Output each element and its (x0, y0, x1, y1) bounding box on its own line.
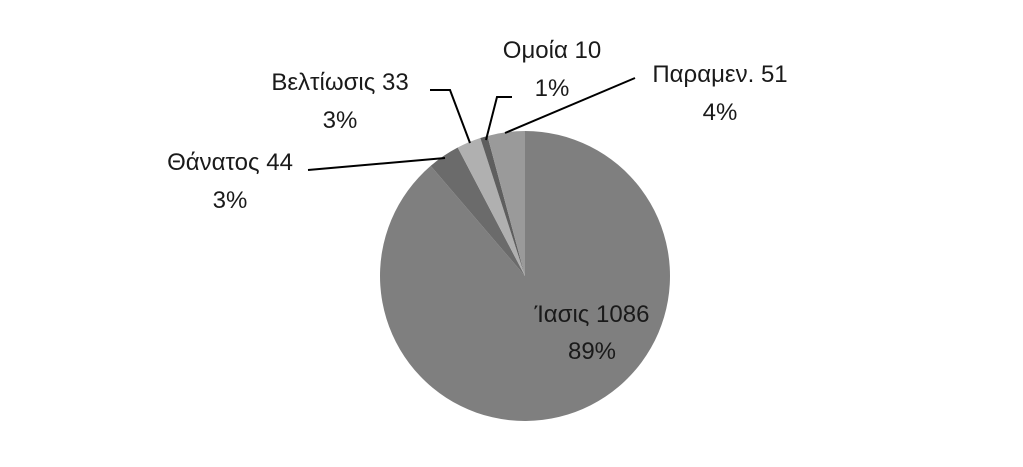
pie-slices (380, 131, 671, 422)
pie-slice-3 (457, 138, 525, 276)
data-label-value-3: Βελτίωσις 33 (271, 69, 408, 96)
pie-slice-4 (480, 135, 525, 276)
leader-line-5 (504, 77, 636, 134)
pie-slice-5 (487, 131, 525, 276)
pie-slice-1 (380, 131, 671, 422)
leader-line-4 (485, 96, 512, 141)
data-label-value-2: Θάνατος 44 (167, 149, 293, 176)
data-labels: Ίασις 1086 89% Θάνατος 44 3% Βελτίωσις 33 3% Ο… (167, 37, 788, 365)
data-label-value-4: Ομοία 10 (503, 37, 601, 64)
leader-line-2 (307, 157, 446, 171)
pie-slice-2 (430, 147, 525, 276)
leader-lines (307, 77, 636, 171)
leader-line-3 (430, 89, 471, 144)
data-label-percent-2: 3% (213, 187, 248, 214)
data-label-percent-5: 4% (703, 99, 738, 126)
data-label-percent-4: 1% (535, 75, 570, 102)
data-label-value-5: Παραμεν. 51 (652, 61, 787, 88)
data-label-percent-1: 89% (568, 338, 616, 365)
data-label-percent-3: 3% (323, 107, 358, 134)
data-label-value-1: Ίασις 1086 (534, 301, 650, 328)
